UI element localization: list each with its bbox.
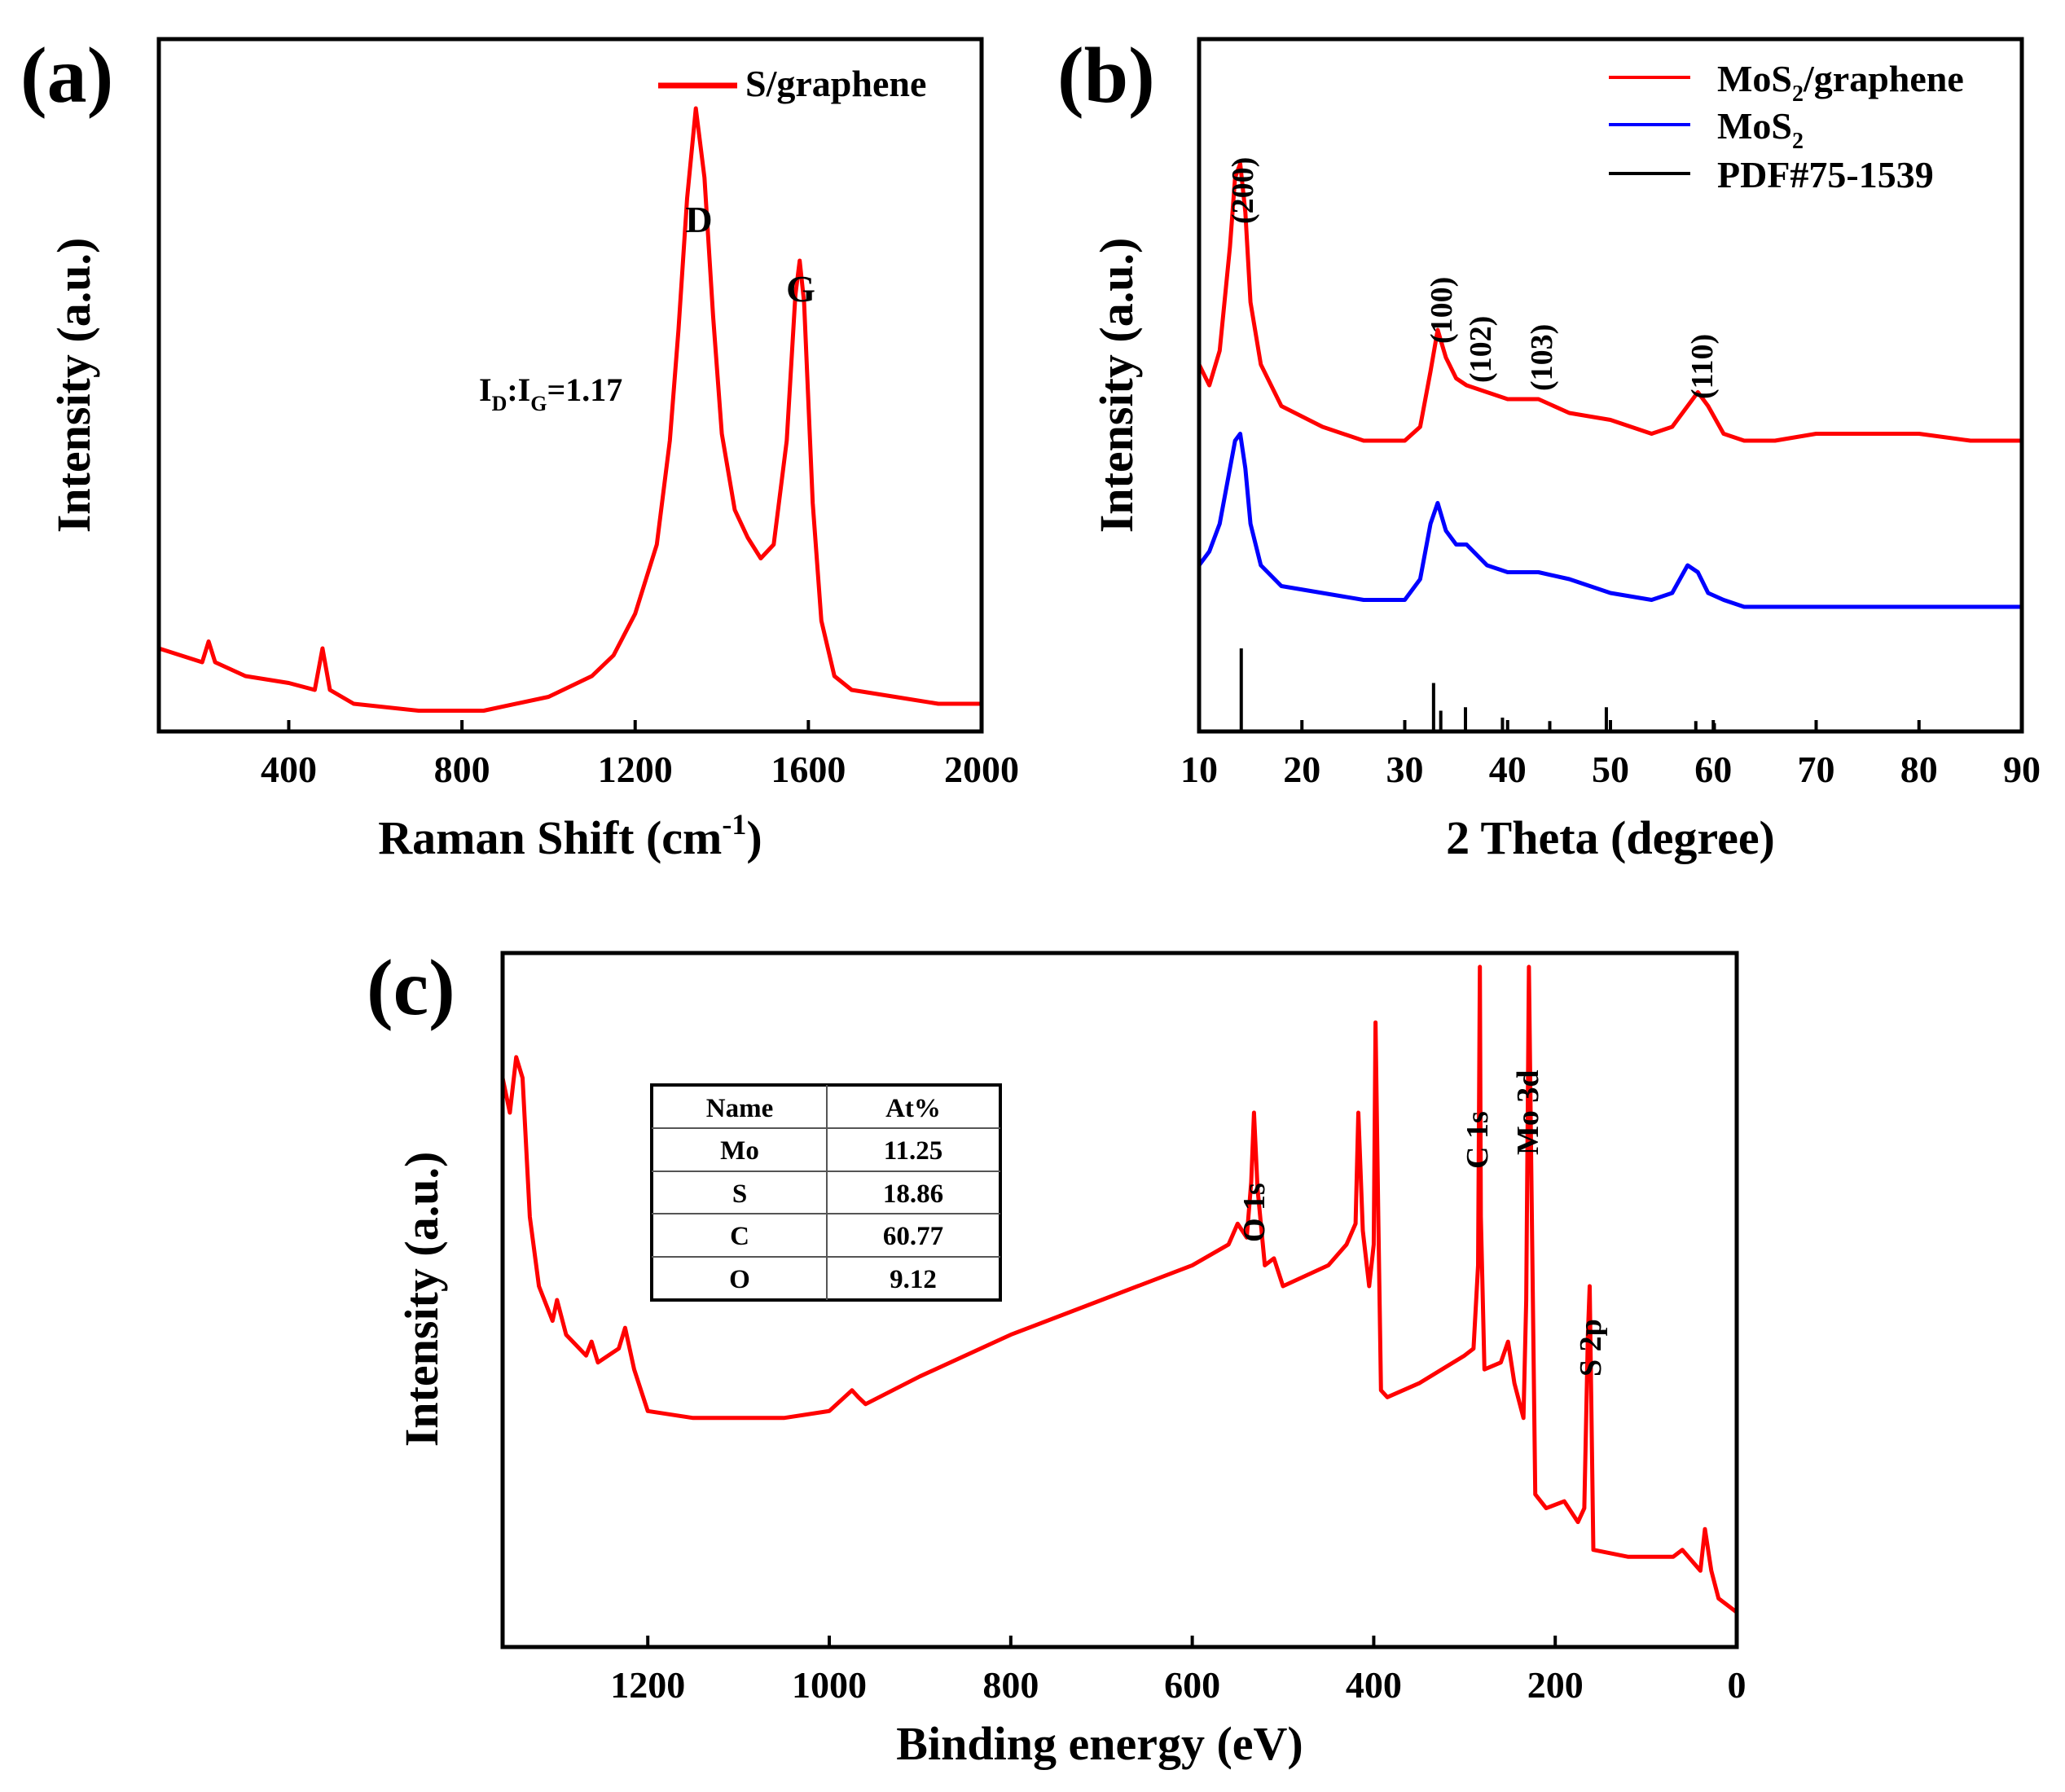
panel-b-frame <box>1197 37 2024 734</box>
xtick-label: 800 <box>982 1664 1039 1706</box>
xtick-label: 800 <box>434 749 490 790</box>
panel-a-frame <box>156 37 984 734</box>
panel-b-hkl-102: (102) <box>1464 316 1498 383</box>
xtick-label: 400 <box>261 749 317 790</box>
xtick-label: 1000 <box>792 1664 867 1706</box>
panel-a-intensity-ratio: ID:IG=1.17 <box>479 371 622 415</box>
panel-a-series-s-graphene <box>158 106 982 713</box>
xtick-label: 60 <box>1694 749 1732 790</box>
composition-table-cell: 11.25 <box>884 1136 942 1166</box>
panel-b-xlabel: 2 Theta (degree) <box>1446 811 1775 864</box>
composition-table-header-name: Name <box>706 1094 773 1123</box>
panel-b-reference-lines <box>1239 648 1716 731</box>
panel-c: (c) 1200 1000 800 600 400 200 0 Name At% Mo 11… <box>367 944 1746 1770</box>
panel-a-ylabel: Intensity (a.u.) <box>47 238 100 534</box>
xtick-label: 70 <box>1798 749 1835 790</box>
composition-table: Name At% Mo 11.25 S 18.86 C 60.77 O 9.12 <box>650 1083 1002 1302</box>
composition-table-cell: O <box>729 1265 750 1294</box>
panel-a-peak-d: D <box>685 199 712 240</box>
xtick-label: 600 <box>1164 1664 1220 1706</box>
panel-c-peak-c1s: C 1s <box>1461 1111 1495 1169</box>
composition-table-cell: C <box>730 1222 749 1251</box>
xtick-label: 90 <box>2003 749 2041 790</box>
panel-a: (a) 400 800 1200 1600 2000 S/graphene D G ID… <box>20 32 1019 864</box>
panel-b-series-mos2-graphene <box>1197 161 2022 443</box>
panel-c-peak-s2p: S 2p <box>1574 1319 1608 1377</box>
panel-b-xtick-labels: 10 20 30 40 50 60 70 80 90 <box>1180 749 2041 790</box>
panel-a-legend-label: S/graphene <box>745 63 926 104</box>
panel-b-hkl-103: (103) <box>1525 324 1559 391</box>
panel-a-label: (a) <box>20 32 113 120</box>
panel-b-ylabel: Intensity (a.u.) <box>1090 238 1143 534</box>
panel-b-legend-label-1: MoS2 <box>1717 105 1804 154</box>
panel-c-frame <box>500 951 1739 1649</box>
panel-b-hkl-110: (110) <box>1685 334 1720 399</box>
panel-b-legend-label-2: PDF#75-1539 <box>1717 154 1934 195</box>
xtick-label: 2000 <box>944 749 1019 790</box>
panel-b-legend-label-0: MoS2/graphene <box>1717 58 1964 107</box>
panel-a-xlabel: Raman Shift (cm-1) <box>378 808 762 864</box>
xtick-label: 40 <box>1489 749 1527 790</box>
xtick-label: 10 <box>1180 749 1218 790</box>
panel-c-xlabel: Binding energy (eV) <box>896 1717 1303 1770</box>
xtick-label: 1200 <box>598 749 673 790</box>
panel-b-hkl-100: (100) <box>1425 277 1459 344</box>
xtick-label: 400 <box>1346 1664 1402 1706</box>
xtick-label: 0 <box>1728 1664 1746 1706</box>
panel-c-peak-o1s: O 1s <box>1237 1183 1272 1242</box>
xtick-label: 200 <box>1527 1664 1584 1706</box>
xtick-label: 50 <box>1592 749 1629 790</box>
panel-a-xtick-labels: 400 800 1200 1600 2000 <box>261 749 1019 790</box>
panel-c-label: (c) <box>367 944 455 1032</box>
panel-b-series-mos2 <box>1197 432 2022 609</box>
xtick-label: 20 <box>1283 749 1320 790</box>
panel-c-xtick-labels: 1200 1000 800 600 400 200 0 <box>610 1664 1746 1706</box>
composition-table-cell: S <box>732 1179 747 1209</box>
panel-a-peak-g: G <box>786 268 815 310</box>
panel-b-hkl-200: (200) <box>1226 157 1260 224</box>
xtick-label: 1600 <box>771 749 846 790</box>
composition-table-cell: 60.77 <box>883 1222 943 1251</box>
panel-c-ylabel: Intensity (a.u.) <box>395 1152 448 1447</box>
xtick-label: 30 <box>1386 749 1424 790</box>
composition-table-cell: 18.86 <box>883 1179 943 1209</box>
composition-table-cell: Mo <box>720 1136 759 1166</box>
panel-c-series-survey <box>500 964 1738 1614</box>
panel-b-label: (b) <box>1057 32 1155 120</box>
panel-c-peak-mo3d: Mo 3d <box>1511 1070 1545 1156</box>
composition-table-cell: 9.12 <box>890 1265 937 1294</box>
panel-b: (b) 10 20 30 40 50 60 70 80 90 MoS2/graphene MoS… <box>1057 32 2041 864</box>
xtick-label: 1200 <box>610 1664 685 1706</box>
xtick-label: 80 <box>1900 749 1938 790</box>
composition-table-header-at: At% <box>885 1094 941 1123</box>
